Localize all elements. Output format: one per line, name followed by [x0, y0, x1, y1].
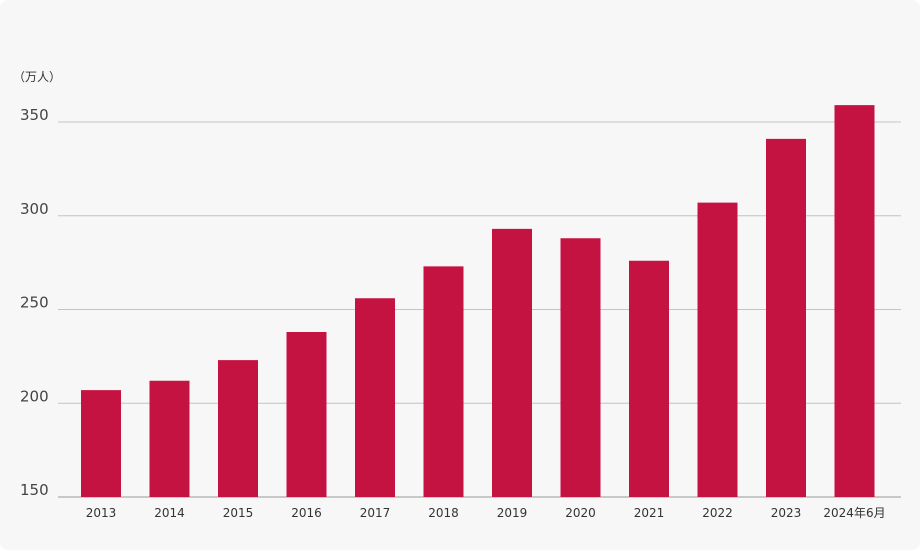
gridlines: [58, 121, 901, 498]
bar: [492, 228, 532, 497]
bar: [286, 332, 327, 497]
bar: [149, 380, 190, 497]
bar: [834, 105, 875, 497]
y-tick-label: 300: [20, 200, 49, 218]
x-tick-label: 2023: [771, 506, 802, 520]
x-tick-label: 2018: [428, 506, 459, 520]
x-tick-label: 2016: [291, 506, 322, 520]
bar: [81, 390, 121, 497]
bar: [355, 298, 395, 497]
y-tick-label: 350: [20, 106, 49, 124]
y-axis-unit-label: （万人）: [13, 70, 61, 84]
x-tick-label: 2013: [86, 506, 117, 520]
x-tick-label: 2021: [634, 506, 665, 520]
x-tick-label: 2017: [360, 506, 391, 520]
bar: [766, 138, 806, 497]
bars: [81, 105, 875, 497]
x-axis-ticks: 2013 2014 2015 2016 2017 2018 2019 2020 2021 2022…: [86, 506, 886, 520]
y-tick-label: 150: [20, 481, 49, 499]
y-tick-label: 250: [20, 294, 49, 312]
x-tick-label: 2014: [154, 506, 185, 520]
x-tick-label: 2019: [497, 506, 528, 520]
x-tick-label: 2024年6月: [823, 506, 885, 520]
bar: [423, 266, 464, 497]
y-tick-label: 200: [20, 387, 49, 405]
x-tick-label: 2020: [565, 506, 596, 520]
bar: [560, 238, 601, 497]
x-tick-label: 2015: [223, 506, 254, 520]
x-tick-label: 2022: [702, 506, 733, 520]
y-axis-ticks: 350 300 250 200 150: [20, 106, 49, 499]
bar: [697, 202, 738, 497]
bar: [629, 260, 669, 497]
bar: [218, 360, 258, 497]
